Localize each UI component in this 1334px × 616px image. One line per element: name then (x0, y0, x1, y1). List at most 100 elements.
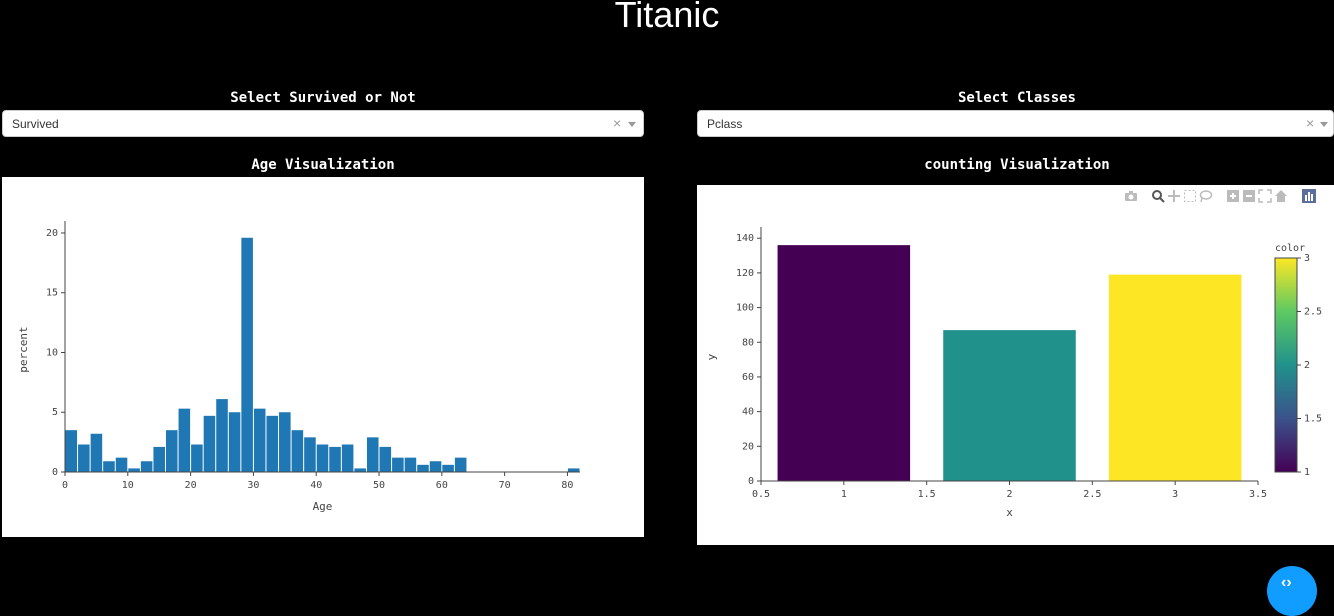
y-tick-label: 20 (46, 228, 58, 239)
histogram-bar (178, 408, 191, 472)
survived-dropdown[interactable]: Survived × (2, 110, 644, 137)
histogram-bar (392, 457, 404, 472)
plotly-logo-icon[interactable] (1302, 189, 1316, 203)
x-tick-label: 0 (62, 480, 68, 491)
zoom-out-icon[interactable] (1242, 189, 1256, 203)
camera-icon[interactable] (1124, 189, 1138, 203)
x-tick-label: 70 (499, 480, 511, 491)
survived-select-label: Select Survived or Not (230, 90, 416, 106)
x-tick-label: 10 (122, 480, 134, 491)
class-bar (777, 245, 911, 481)
x-tick-label: 1.5 (918, 489, 936, 500)
class-select-label: Select Classes (957, 90, 1076, 106)
class-bar (1108, 274, 1242, 481)
survived-dropdown-value: Survived (12, 117, 59, 131)
chevron-down-icon[interactable] (1320, 122, 1328, 127)
y-tick-label: 60 (742, 372, 754, 383)
histogram-bar (191, 444, 203, 472)
colorbar-tick-label: 3 (1304, 253, 1310, 264)
x-tick-label: 1 (841, 489, 847, 500)
histogram-bar (567, 468, 580, 472)
plot-modebar (1122, 189, 1332, 205)
x-tick-label: 3 (1172, 489, 1178, 500)
y-tick-label: 40 (742, 407, 754, 418)
histogram-bar (291, 430, 304, 472)
colorbar-tick-label: 1.5 (1304, 414, 1322, 425)
class-dropdown[interactable]: Pclass × (697, 110, 1334, 137)
page-title: Titanic (614, 0, 720, 35)
y-axis-title: percent (17, 326, 30, 372)
zoom-in-icon[interactable] (1226, 189, 1240, 203)
age-histogram-panel[interactable]: 0 5 10 15 20 0 10 20 30 40 50 60 70 80 Age percent (2, 177, 644, 537)
histogram-bar (266, 415, 279, 472)
age-chart-title: Age Visualization (251, 157, 395, 173)
autoscale-icon[interactable] (1258, 189, 1272, 203)
counting-bar-chart[interactable]: 0 20 40 60 80 100 120 140 0.5 1 1.5 2 2.5 3 3.5 x y color… (697, 185, 1334, 545)
lasso-icon[interactable] (1199, 189, 1213, 203)
histogram-bar (379, 446, 392, 472)
counting-bar-panel[interactable]: 0 20 40 60 80 100 120 140 0.5 1 1.5 2 2.5 3 3.5 x y color… (697, 185, 1334, 545)
histogram-bar (417, 464, 429, 472)
x-axis-title: Age (313, 500, 333, 513)
histogram-bar (316, 444, 329, 472)
code-icon: ‹› (1281, 574, 1292, 591)
clear-icon[interactable]: × (613, 115, 622, 131)
colorbar (1274, 257, 1298, 473)
histogram-bar (442, 464, 454, 472)
histogram-bar (304, 437, 316, 472)
age-histogram[interactable]: 0 5 10 15 20 0 10 20 30 40 50 60 70 80 Age percent (2, 177, 644, 537)
histogram-bar (153, 446, 165, 472)
chevron-down-icon[interactable] (628, 122, 636, 127)
histogram-bar (253, 408, 266, 472)
y-tick-label: 140 (736, 233, 754, 244)
y-tick-label: 20 (742, 441, 754, 452)
histogram-bar (354, 468, 366, 472)
colorbar-title: color (1275, 243, 1305, 254)
zoom-icon[interactable] (1151, 189, 1165, 203)
histogram-bar (329, 446, 341, 472)
x-tick-label: 80 (561, 480, 573, 491)
histogram-bar (115, 457, 128, 472)
y-tick-label: 80 (742, 337, 754, 348)
y-tick-label: 120 (736, 268, 754, 279)
y-tick-label: 100 (736, 303, 754, 314)
histogram-bar (404, 457, 417, 472)
class-bar (943, 330, 1076, 481)
clear-icon[interactable]: × (1306, 115, 1315, 131)
histogram-bar (366, 437, 379, 472)
box-select-icon[interactable] (1183, 189, 1197, 203)
y-tick-label: 0 (52, 467, 58, 478)
x-tick-label: 0.5 (752, 489, 770, 500)
histogram-bar (203, 415, 216, 472)
x-tick-label: 20 (185, 480, 197, 491)
colorbar-tick-label: 1 (1304, 467, 1310, 478)
x-tick-label: 2 (1006, 489, 1012, 500)
histogram-bar (241, 237, 253, 472)
histogram-bar (103, 461, 115, 472)
x-tick-label: 60 (436, 480, 448, 491)
histogram-bar (78, 444, 90, 472)
class-dropdown-value: Pclass (707, 117, 743, 131)
histogram-bar (216, 399, 228, 472)
histogram-bar (140, 461, 153, 472)
histogram-bar (341, 444, 354, 472)
y-tick-label: 0 (748, 476, 754, 487)
histogram-bar (165, 430, 178, 472)
home-icon[interactable] (1274, 189, 1288, 203)
y-axis-title: y (705, 353, 718, 360)
x-tick-label: 2.5 (1083, 489, 1101, 500)
histogram-bar (128, 468, 140, 472)
pan-icon[interactable] (1167, 189, 1181, 203)
y-tick-label: 10 (46, 347, 58, 358)
y-tick-label: 5 (52, 407, 58, 418)
x-tick-label: 3.5 (1249, 489, 1267, 500)
histogram-bar (279, 412, 291, 472)
colorbar-tick-label: 2 (1304, 360, 1310, 371)
x-tick-label: 30 (247, 480, 259, 491)
debug-menu-button[interactable]: ‹› (1267, 566, 1317, 616)
counting-chart-title: counting Visualization (924, 157, 1110, 173)
histogram-bar (90, 433, 103, 472)
y-tick-label: 15 (46, 288, 58, 299)
histogram-bar (228, 412, 241, 472)
colorbar-tick-label: 2.5 (1304, 307, 1322, 318)
